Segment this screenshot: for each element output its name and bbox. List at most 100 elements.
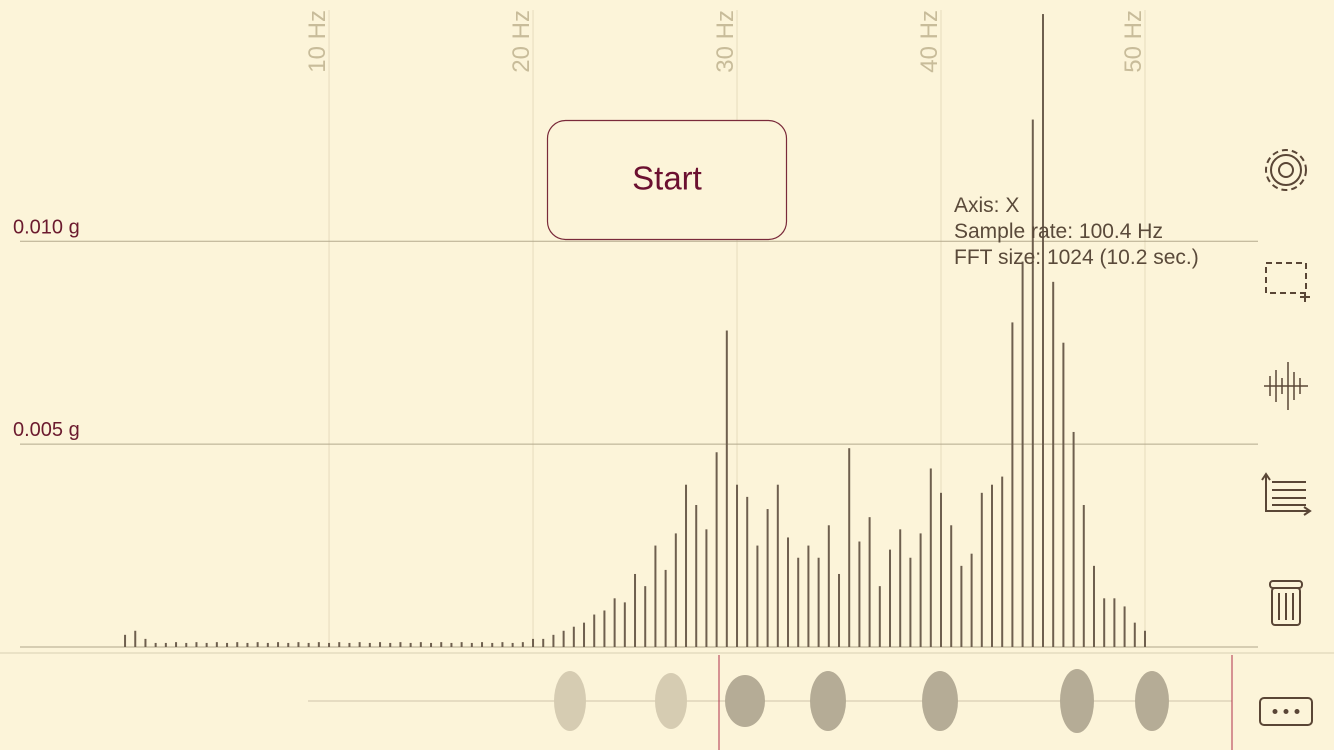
spectrum-bar [776,484,779,647]
spectrum-bar [164,642,167,647]
spectrum-bar [909,557,912,647]
spectrum-bar [144,638,147,647]
spectrum-bar [746,496,749,647]
spectrum-bar [685,484,688,647]
spectrum-bar [440,642,443,647]
spectrum-bar [511,642,514,647]
spectrum-bar [623,602,626,647]
spectrum-bar [195,642,198,647]
spectrum-bar [542,638,545,647]
select-icon[interactable] [1265,262,1310,302]
settings-icon[interactable] [1265,149,1307,191]
spectrum-bar [1062,342,1065,647]
spectrum-bar [1113,598,1116,647]
spectrum-bar [817,557,820,647]
start-button[interactable]: Start [546,119,788,241]
spectrum-bar [1031,119,1034,647]
spectrum-bar [695,504,698,647]
info-axis: Axis: X [954,194,1019,217]
spectrum-bar [889,549,892,647]
waveform-icon[interactable] [1264,362,1308,410]
spectrum-bar [1011,322,1014,647]
x-tick-label: 10 Hz [304,10,331,73]
spectrum-bar [715,452,718,647]
spectrum-bar [389,642,392,647]
spectrum-bar [1021,261,1024,647]
spectrum-bar [1103,598,1106,647]
spectrum-bar [878,586,881,647]
spectrum-bar [246,642,249,647]
spectrum-bar [175,642,178,647]
spectrum-bar [307,642,310,647]
spectrum-bar [481,642,484,647]
start-button-frame[interactable] [546,119,788,241]
spectrum-bar [501,642,504,647]
list-icon[interactable] [1261,472,1312,516]
spectrum-bar [756,545,759,647]
spectrum-bar [328,642,331,647]
spectrum-bar [348,642,351,647]
spectrum-bar [399,642,402,647]
spectrum-bar [929,468,932,647]
spectrum-bar [470,642,473,647]
spectrum-bar [287,642,290,647]
spectrum-bar [226,642,229,647]
x-tick-label: 20 Hz [508,10,535,73]
spectrum-bar [960,565,963,647]
overview-waveform [308,669,1232,733]
x-tick-label: 50 Hz [1120,10,1147,73]
spectrum-bar [1143,630,1146,647]
spectrum-bar [664,569,667,647]
spectrum-bar [521,642,524,647]
spectrum-bar [430,642,433,647]
spectrum-bar [317,642,320,647]
spectrum-bar [583,622,586,647]
spectrum-bar [644,586,647,647]
y-tick-label: 0.010 g [13,216,80,238]
spectrum-bar [185,642,188,647]
spectrum-bar [868,517,871,647]
spectrum-bar [919,533,922,647]
trash-icon[interactable] [1269,580,1303,626]
spectrum-bar [970,553,973,647]
spectrum-bar [460,642,463,647]
spectrum-bar [358,642,361,647]
spectrum-bar [532,638,535,647]
spectrum-bar [297,642,300,647]
spectrum-bar [266,642,269,647]
spectrum-bar [991,484,994,647]
spectrum-plot: 10 Hz 20 Hz 30 Hz 40 Hz 50 Hz 0.005 g 0.010 g [13,10,1258,648]
spectrum-bar [491,642,494,647]
spectrum-bar [338,642,341,647]
spectrum-bar [899,529,902,647]
spectrum-bar [1133,622,1136,647]
spectrum-bar [940,492,943,647]
spectrum-bar [797,557,800,647]
spectrum-bar [593,614,596,647]
spectrum-bar [787,537,790,647]
more-button[interactable] [1259,697,1313,726]
spectrum-bar [838,573,841,647]
spectrum-bar [205,642,208,647]
spectrum-bar [950,525,953,647]
info-rate: Sample rate: 100.4 Hz [954,220,1163,243]
spectrum-bar [572,626,575,647]
spectrum-bar [134,630,137,647]
spectrum-bar [1041,14,1044,648]
spectrum-bar [256,642,259,647]
spectrum-bar [552,634,555,647]
spectrum-bar [124,634,127,647]
spectrum-bar [379,642,382,647]
start-label[interactable]: Start [632,160,702,197]
spectrum-bar [705,529,708,647]
spectrum-bar [736,484,739,647]
spectrum-bar [277,642,280,647]
spectrum-bar [1072,431,1075,647]
y-tick-label: 0.005 g [13,419,80,441]
x-tick-label: 30 Hz [712,10,739,73]
spectrum-bar [236,642,239,647]
spectrum-bar [766,509,769,647]
spectrum-bar [215,642,218,647]
spectrum-bar [1001,476,1004,647]
